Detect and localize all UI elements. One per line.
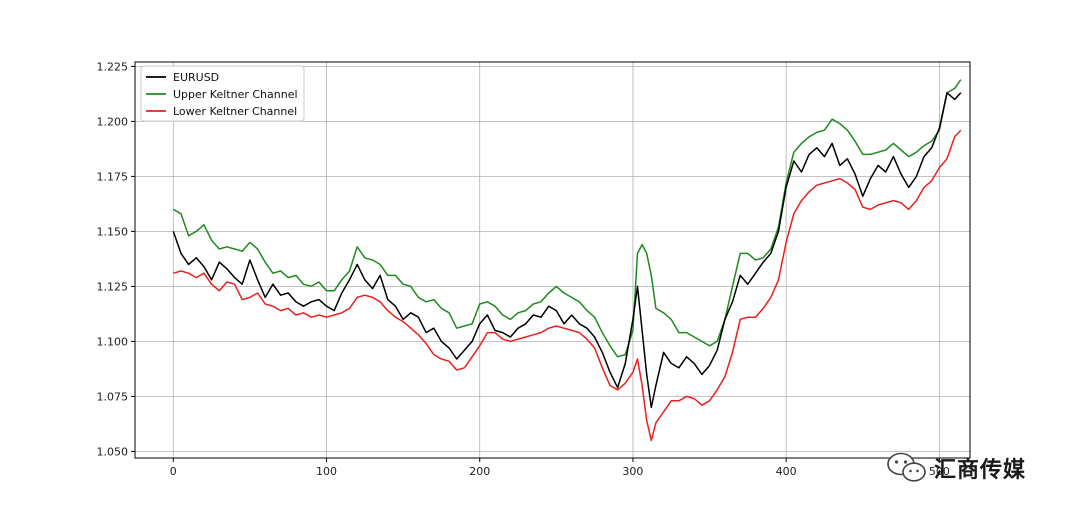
legend-label-lower-keltner-channel: Lower Keltner Channel (173, 105, 297, 118)
y-tick-label: 1.075 (97, 390, 129, 403)
y-tick-label: 1.150 (97, 225, 129, 238)
x-tick-label: 0 (170, 465, 177, 478)
series-line-eurusd (172, 92, 962, 409)
watermark-text: 汇商传媒 (934, 458, 1027, 483)
x-tick-label: 300 (622, 465, 643, 478)
y-tick-label: 1.225 (97, 60, 129, 73)
series-line-lower-keltner-channel (173, 129, 962, 442)
chart-legend: EURUSD Upper Keltner Channel Lower Keltner… (140, 65, 305, 122)
series-line-upper-keltner-channel (172, 79, 962, 358)
series-lines (172, 79, 962, 442)
y-tick-label: 1.175 (97, 170, 129, 183)
y-tick-label: 1.125 (97, 280, 129, 293)
watermark: 汇商传媒 (886, 448, 1026, 488)
x-tick-label: 200 (469, 465, 490, 478)
plot-area-frame (134, 61, 971, 459)
y-tick-label: 1.050 (97, 445, 129, 458)
axis-ticks: 0 100 200 300 400 500 1.050 1.075 1.100 1.125 1.15… (97, 60, 950, 478)
x-tick-label: 100 (316, 465, 337, 478)
y-tick-label: 1.200 (97, 115, 129, 128)
x-tick-label: 500 (929, 465, 950, 478)
x-tick-label: 400 (776, 465, 797, 478)
legend-label-eurusd: EURUSD (173, 71, 219, 84)
legend-box (140, 65, 305, 122)
y-tick-label: 1.100 (97, 335, 129, 348)
legend-label-upper-keltner-channel: Upper Keltner Channel (173, 88, 298, 101)
wechat-icon (887, 452, 926, 482)
